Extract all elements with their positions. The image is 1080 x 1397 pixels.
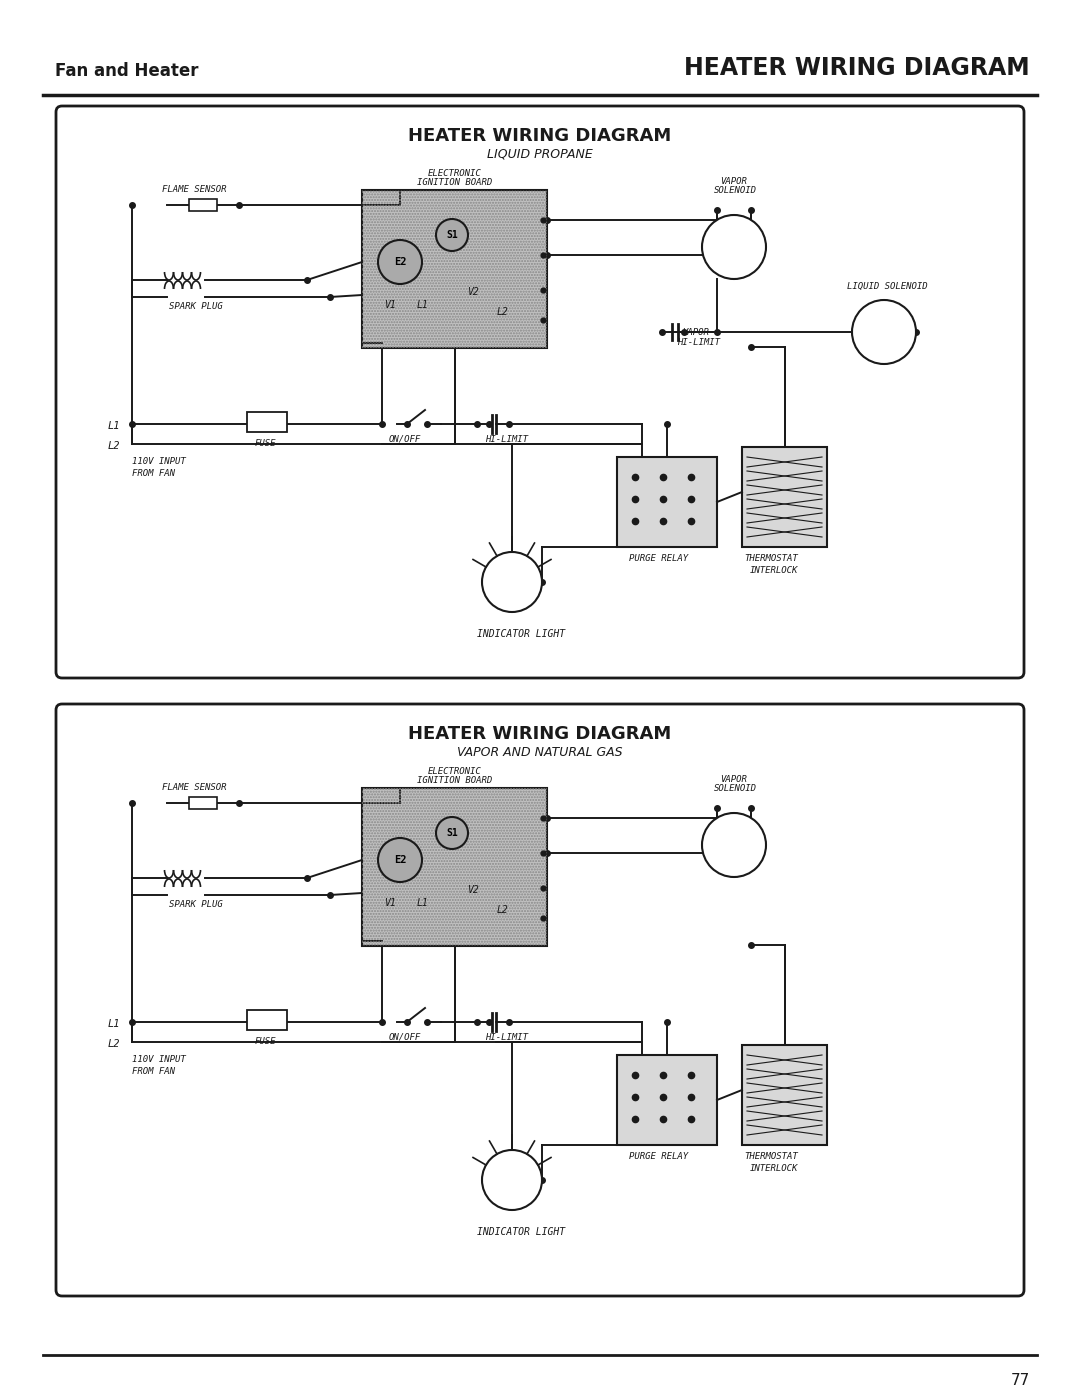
Text: HEATER WIRING DIAGRAM: HEATER WIRING DIAGRAM	[685, 56, 1030, 80]
Text: ON/OFF: ON/OFF	[389, 434, 421, 444]
Bar	[362, 788, 546, 946]
Text: V1: V1	[384, 300, 395, 310]
Circle shape	[852, 300, 916, 365]
Circle shape	[702, 813, 766, 877]
Circle shape	[482, 1150, 542, 1210]
Text: FROM FAN: FROM FAN	[132, 1067, 175, 1076]
Text: FUSE: FUSE	[255, 1037, 276, 1046]
Bar	[362, 788, 546, 946]
Text: S1: S1	[446, 231, 458, 240]
Text: E2: E2	[394, 257, 406, 267]
Text: INDICATOR LIGHT: INDICATOR LIGHT	[477, 1227, 565, 1236]
Bar	[742, 1045, 827, 1146]
Text: ON/OFF: ON/OFF	[389, 1032, 421, 1042]
Text: L2: L2	[108, 441, 120, 451]
Bar	[362, 190, 546, 348]
Circle shape	[702, 215, 766, 279]
FancyBboxPatch shape	[56, 106, 1024, 678]
Bar	[617, 457, 717, 548]
Text: HI-LIMIT: HI-LIMIT	[677, 338, 720, 346]
Bar	[742, 447, 827, 548]
Text: HI-LIMIT: HI-LIMIT	[485, 1032, 528, 1042]
Text: INTERLOCK: INTERLOCK	[750, 1164, 798, 1173]
Text: L1: L1	[417, 300, 429, 310]
Circle shape	[482, 552, 542, 612]
Text: HEATER WIRING DIAGRAM: HEATER WIRING DIAGRAM	[408, 127, 672, 145]
Text: VAPOR: VAPOR	[720, 775, 747, 784]
Text: FROM FAN: FROM FAN	[132, 469, 175, 478]
Circle shape	[436, 817, 468, 849]
Text: E2: E2	[394, 855, 406, 865]
FancyBboxPatch shape	[56, 704, 1024, 1296]
Text: SPARK PLUG: SPARK PLUG	[168, 900, 222, 909]
Text: VAPOR: VAPOR	[720, 177, 747, 186]
Text: V2: V2	[467, 286, 478, 298]
Text: HEATER WIRING DIAGRAM: HEATER WIRING DIAGRAM	[408, 725, 672, 743]
Text: LIQUID PROPANE: LIQUID PROPANE	[487, 148, 593, 161]
Text: ELECTRONIC: ELECTRONIC	[428, 169, 482, 177]
Text: ELECTRONIC: ELECTRONIC	[428, 767, 482, 775]
Text: FLAME SENSOR: FLAME SENSOR	[162, 782, 227, 792]
Circle shape	[378, 838, 422, 882]
Bar	[247, 1010, 287, 1030]
Bar	[247, 412, 287, 432]
Text: VAPOR AND NATURAL GAS: VAPOR AND NATURAL GAS	[457, 746, 623, 759]
Bar	[362, 190, 546, 348]
Text: Fan and Heater: Fan and Heater	[55, 61, 199, 80]
Text: THERMOSTAT: THERMOSTAT	[744, 555, 798, 563]
Text: L2: L2	[497, 307, 509, 317]
Text: IGNITION BOARD: IGNITION BOARD	[417, 177, 492, 187]
Text: 110V INPUT: 110V INPUT	[132, 1055, 186, 1065]
Text: L1: L1	[417, 898, 429, 908]
Text: PURGE RELAY: PURGE RELAY	[629, 555, 688, 563]
Text: L1: L1	[108, 420, 120, 432]
Text: SPARK PLUG: SPARK PLUG	[168, 302, 222, 312]
Circle shape	[436, 219, 468, 251]
Text: L2: L2	[497, 905, 509, 915]
Text: INTERLOCK: INTERLOCK	[750, 566, 798, 576]
Bar	[189, 198, 217, 211]
Text: HI-LIMIT: HI-LIMIT	[485, 434, 528, 444]
Text: L1: L1	[108, 1018, 120, 1030]
Text: SOLENOID: SOLENOID	[714, 784, 757, 793]
Text: PURGE RELAY: PURGE RELAY	[629, 1153, 688, 1161]
Circle shape	[378, 240, 422, 284]
Text: FUSE: FUSE	[255, 439, 276, 448]
Text: VAPOR: VAPOR	[681, 328, 708, 337]
Text: L2: L2	[108, 1039, 120, 1049]
Bar	[617, 1055, 717, 1146]
Bar	[189, 798, 217, 809]
Text: V2: V2	[467, 886, 478, 895]
Text: SOLENOID: SOLENOID	[714, 186, 757, 196]
Text: 110V INPUT: 110V INPUT	[132, 457, 186, 467]
Text: S1: S1	[446, 828, 458, 838]
Text: V1: V1	[384, 898, 395, 908]
Text: THERMOSTAT: THERMOSTAT	[744, 1153, 798, 1161]
Text: FLAME SENSOR: FLAME SENSOR	[162, 184, 227, 194]
Text: 77: 77	[1011, 1373, 1030, 1389]
Text: LIQUID SOLENOID: LIQUID SOLENOID	[847, 282, 928, 291]
Text: INDICATOR LIGHT: INDICATOR LIGHT	[477, 629, 565, 638]
Text: IGNITION BOARD: IGNITION BOARD	[417, 775, 492, 785]
